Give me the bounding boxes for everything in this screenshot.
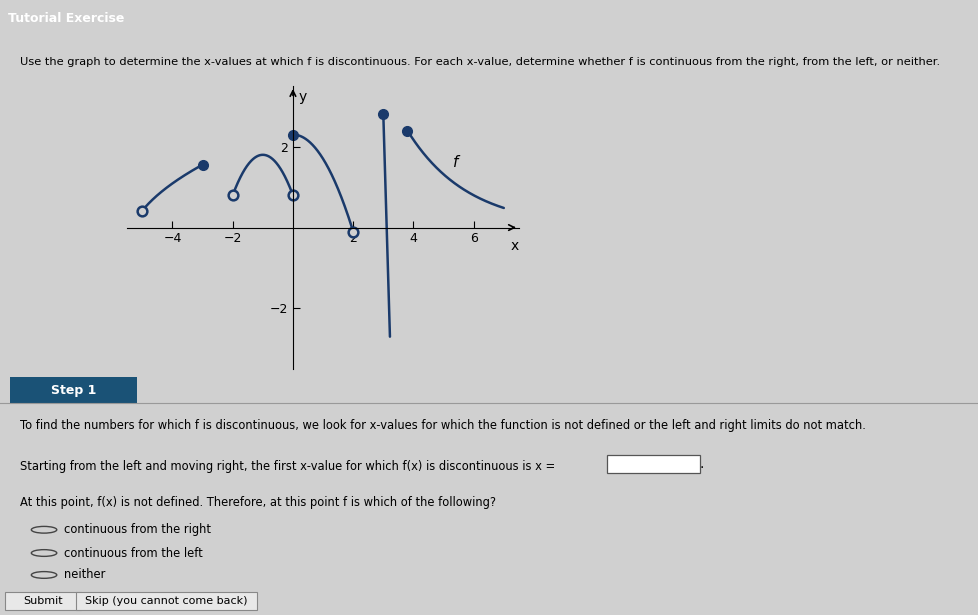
Text: .: . bbox=[699, 457, 703, 471]
Text: Submit: Submit bbox=[23, 596, 63, 606]
Text: y: y bbox=[298, 90, 306, 104]
Text: f: f bbox=[452, 155, 458, 170]
Text: x: x bbox=[510, 239, 518, 253]
FancyBboxPatch shape bbox=[5, 592, 81, 610]
FancyBboxPatch shape bbox=[606, 455, 699, 473]
Text: Tutorial Exercise: Tutorial Exercise bbox=[8, 12, 124, 25]
FancyBboxPatch shape bbox=[76, 592, 257, 610]
Text: continuous from the left: continuous from the left bbox=[64, 547, 202, 560]
Text: Skip (you cannot come back): Skip (you cannot come back) bbox=[85, 596, 247, 606]
Text: continuous from the right: continuous from the right bbox=[64, 523, 210, 536]
Text: At this point, f(x) is not defined. Therefore, at this point f is which of the f: At this point, f(x) is not defined. Ther… bbox=[20, 496, 495, 509]
Text: neither: neither bbox=[64, 568, 105, 581]
Text: To find the numbers for which f is discontinuous, we look for x-values for which: To find the numbers for which f is disco… bbox=[20, 419, 865, 432]
Text: Step 1: Step 1 bbox=[51, 384, 96, 397]
Text: Use the graph to determine the x-values at which f is discontinuous. For each x-: Use the graph to determine the x-values … bbox=[20, 57, 939, 66]
Text: Starting from the left and moving right, the first x-value for which f(x) is dis: Starting from the left and moving right,… bbox=[20, 460, 555, 473]
FancyBboxPatch shape bbox=[10, 378, 137, 403]
